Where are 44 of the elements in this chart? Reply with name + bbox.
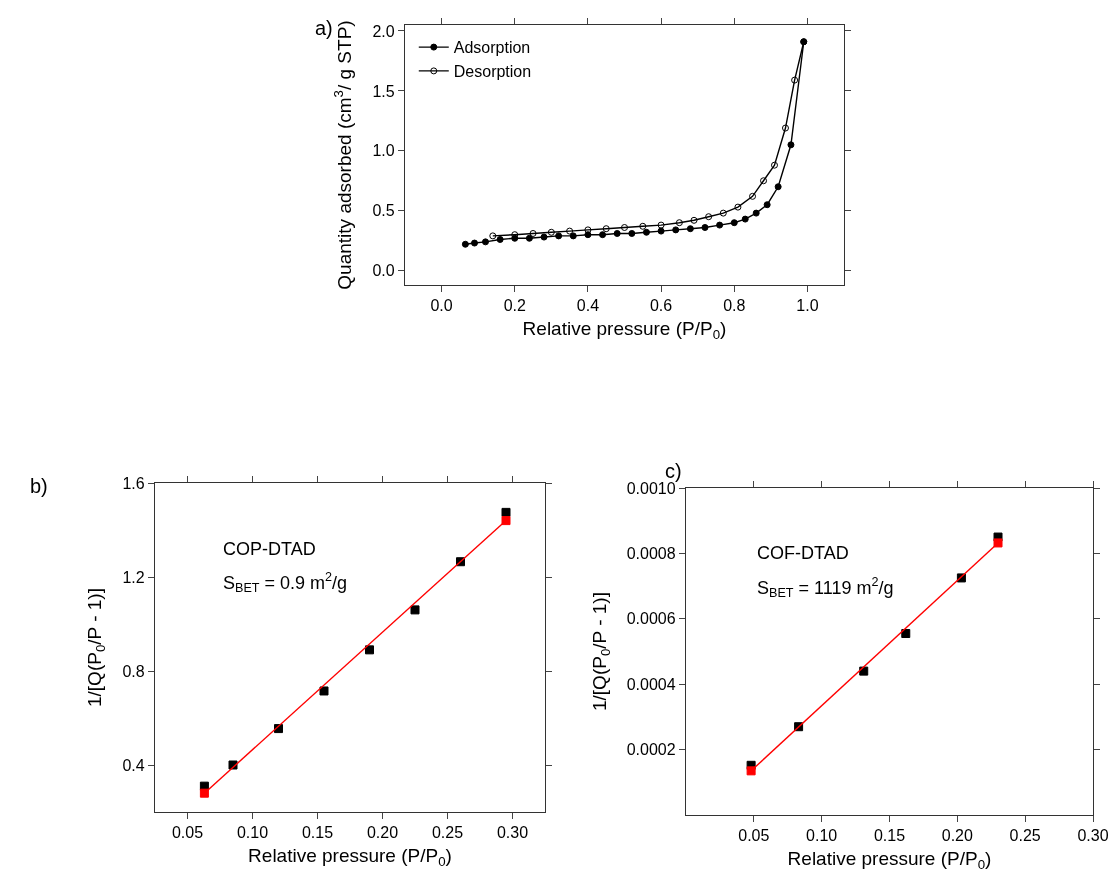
x-tick-label: 0.25	[431, 824, 464, 842]
annotation: S$_{BET}$ = 0.9 m$^{2}$/g	[223, 570, 348, 596]
x-tick-label: 0.30	[1077, 827, 1109, 845]
y-tick-label: 0.0	[372, 262, 395, 280]
y-tick-label: 0.0002	[626, 741, 676, 759]
x-tick-label: 0.4	[576, 297, 600, 315]
annotation: S$_{BET}$ = 1119 m$^{2}$/g	[757, 575, 894, 601]
x-axis-title: Relative pressure (P/P$_{0}$)	[248, 845, 452, 870]
y-tick-label: 0.0008	[626, 545, 676, 562]
text: b)	[30, 475, 48, 497]
y-tick-label: 0.5	[372, 202, 395, 220]
y-tick-label: 1.2	[122, 568, 145, 586]
x-tick-label: 0.20	[941, 827, 973, 845]
y-tick-label: 0.0010	[626, 479, 676, 497]
annotation: COF-DTAD	[757, 543, 849, 563]
x-tick-label: 0.25	[1009, 827, 1041, 845]
legend-label: Adsorption	[453, 39, 531, 57]
x-tick-label: 0.10	[236, 824, 269, 842]
x-tick-label: 0.0	[430, 297, 453, 315]
y-tick-label: 1.6	[122, 474, 145, 492]
x-tick-label: 0.20	[366, 824, 399, 842]
x-tick-label: 0.05	[171, 824, 204, 842]
y-tick-label: 0.8	[122, 662, 145, 680]
y-tick-label: 0.0006	[626, 610, 676, 628]
x-tick-label: 1.0	[796, 297, 819, 315]
x-tick-label: 0.10	[806, 827, 838, 845]
x-tick-label: 0.15	[873, 827, 906, 845]
y-tick-label: 2.0	[372, 22, 395, 40]
y-tick-label: 0.4	[122, 756, 145, 774]
x-tick-label: 0.05	[738, 827, 770, 845]
y-tick-label: 1.5	[372, 82, 395, 100]
y-tick-label: 0.0004	[626, 675, 676, 693]
x-tick-label: 0.2	[503, 297, 526, 315]
x-tick-label: 0.6	[649, 297, 673, 315]
annotation: COP-DTAD	[223, 539, 316, 559]
text: a)	[315, 17, 333, 39]
x-tick-label: 0.15	[301, 824, 334, 842]
x-axis-title: Relative pressure (P/P$_{0}$)	[522, 318, 727, 343]
text: c)	[665, 460, 682, 482]
x-tick-label: 0.8	[723, 297, 746, 315]
y-tick-label: 1.0	[372, 142, 395, 160]
x-axis-title: Relative pressure (P/P$_{0}$)	[787, 848, 992, 873]
x-tick-label: 0.30	[496, 824, 529, 842]
legend-label: Desorption	[453, 63, 532, 81]
